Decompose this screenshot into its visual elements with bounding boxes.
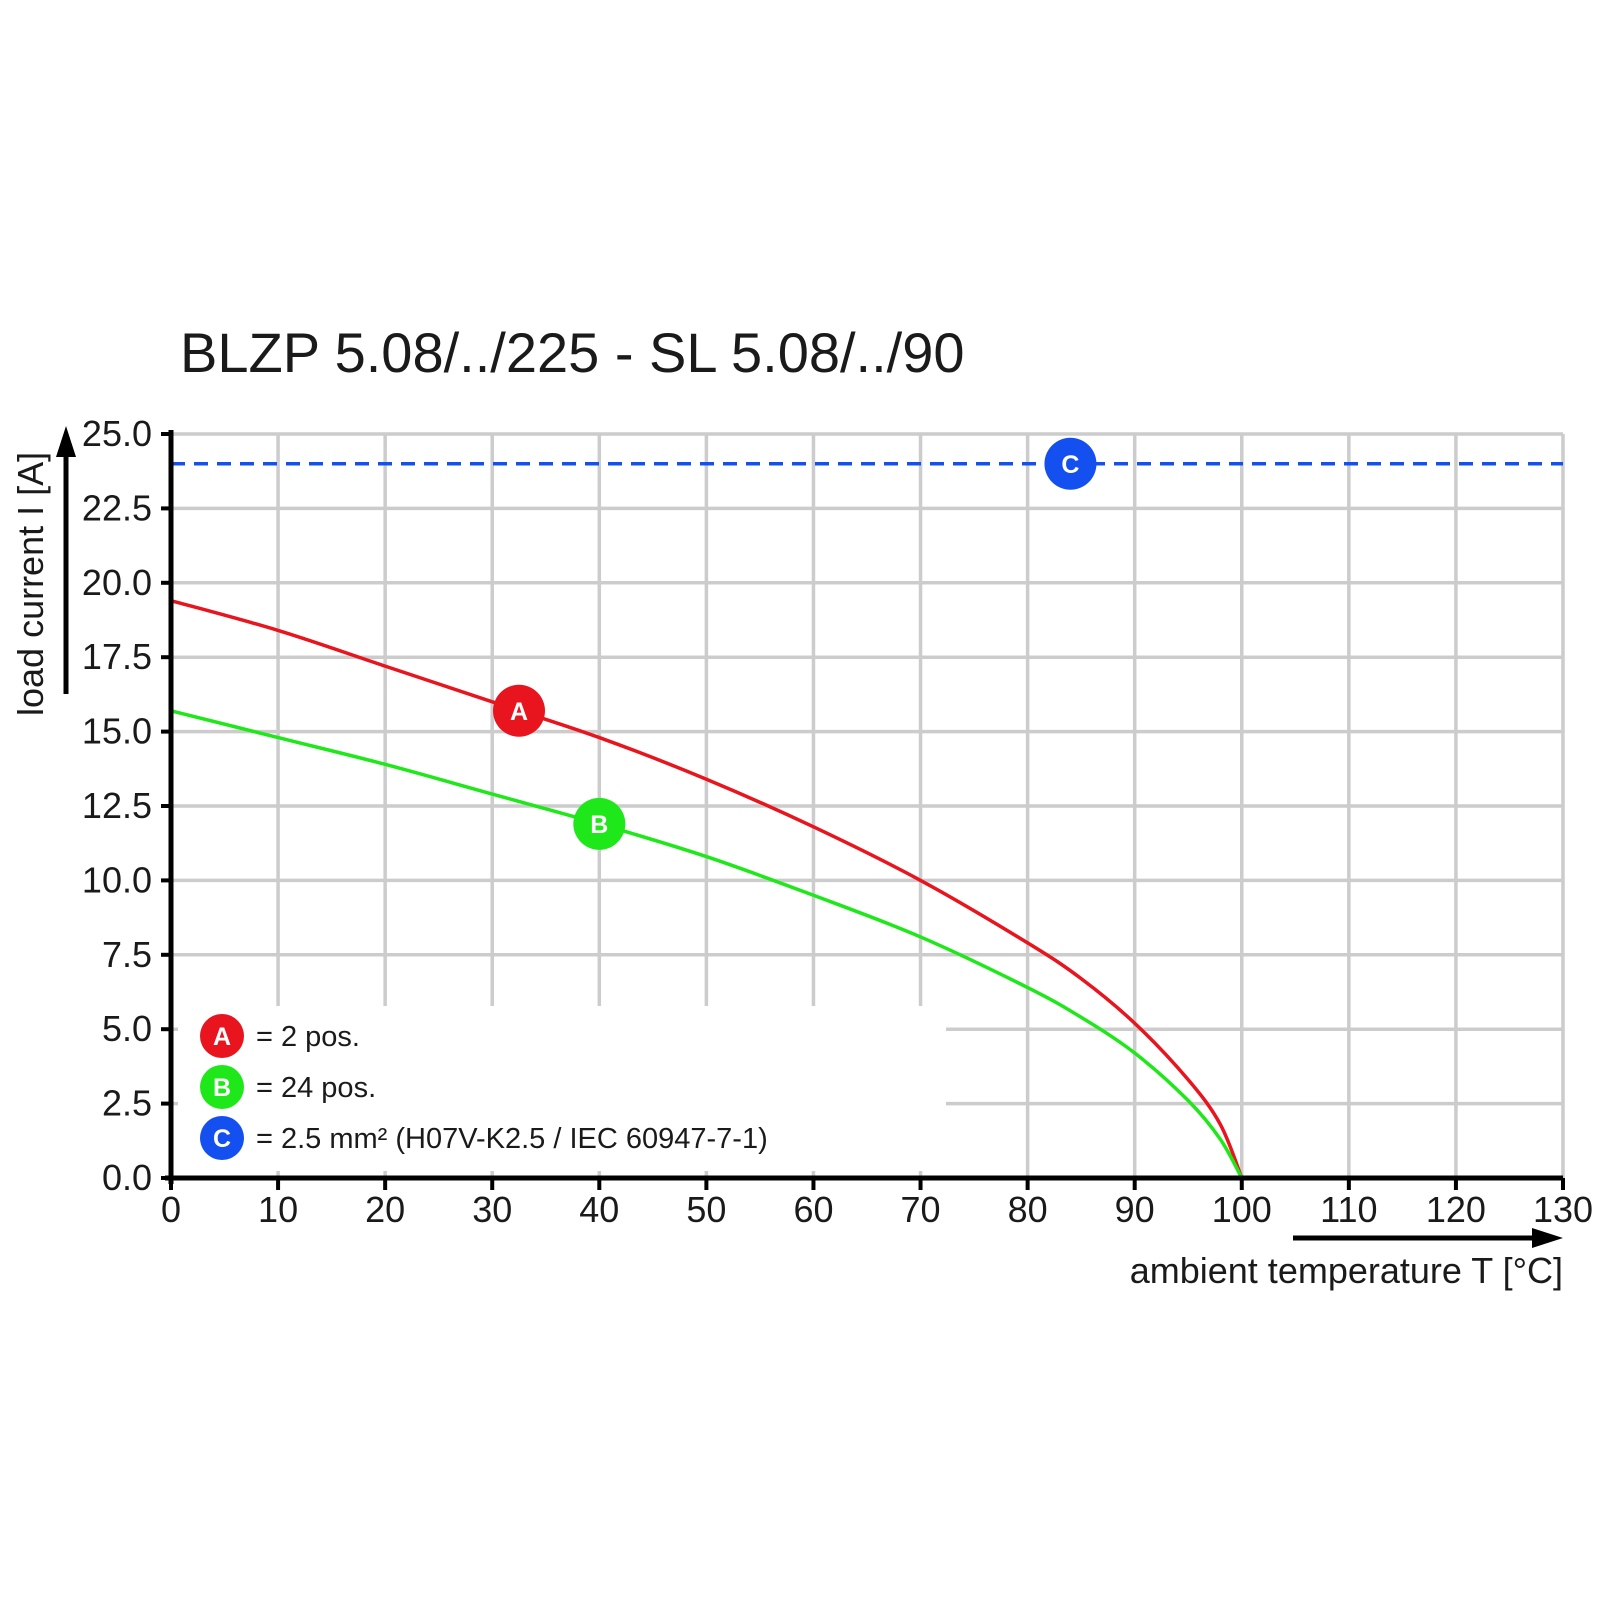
x-tick-label: 110 [1320,1189,1377,1230]
x-tick-label: 90 [1115,1189,1155,1230]
legend-background [178,1006,946,1171]
y-axis-label: load current I [A] [10,452,51,716]
tick-labels: 0 10 20 30 40 50 60 70 80 90 100 110 120 130 0.0 2.5 5.0… [82,413,1593,1230]
legend-badge-a [200,1014,244,1058]
legend-badge-c [200,1116,244,1160]
chart-title: BLZP 5.08/../225 - SL 5.08/../90 [180,321,965,384]
x-tick-label: 10 [258,1189,298,1230]
axes [56,426,1565,1248]
x-tick-label: 60 [793,1189,833,1230]
curve-b [170,709,1244,1179]
x-tick-label: 120 [1426,1189,1486,1230]
legend-badge-label: C [213,1125,231,1153]
y-tick-label: 25.0 [82,413,152,454]
y-tick-label: 2.5 [102,1083,152,1124]
curve-a [170,598,1244,1179]
y-axis-arrow-icon [56,426,76,457]
legend-badge-label: A [213,1023,231,1051]
legend-item-label: = 2 pos. [256,1021,360,1053]
x-axis-label: ambient temperature T [°C] [1130,1250,1563,1291]
marker-c-label: C [1061,451,1079,479]
marker-b-badge [573,797,626,850]
x-tick-label: 20 [365,1189,405,1230]
y-tick-label: 15.0 [82,711,152,752]
legend-badge-b [200,1065,244,1109]
curve-markers: A B C [493,437,1097,850]
y-tick-label: 20.0 [82,562,152,603]
curves [170,462,1563,1179]
marker-c-badge [1044,437,1097,490]
x-tick-label: 100 [1212,1189,1272,1230]
x-tick-label: 30 [472,1189,512,1230]
legend-box [178,1006,946,1171]
x-tick-label: 50 [686,1189,726,1230]
x-tick-label: 80 [1008,1189,1048,1230]
legend: A = 2 pos. B = 24 pos. C = 2.5 mm² (H07V-K2.5… [200,1014,768,1160]
legend-badge-label: B [213,1074,231,1102]
legend-item-label: = 2.5 mm² (H07V-K2.5 / IEC 60947-7-1) [256,1123,768,1155]
marker-a-badge [493,684,545,737]
y-tick-label: 0.0 [102,1157,152,1198]
x-tick-label: 0 [161,1189,181,1230]
y-tick-label: 10.0 [82,859,152,900]
y-tick-label: 5.0 [102,1008,152,1049]
x-tick-label: 130 [1533,1189,1593,1230]
x-tick-label: 70 [901,1189,941,1230]
x-axis-arrow-icon [1532,1228,1563,1248]
marker-a-label: A [510,698,528,726]
legend-item-label: = 24 pos. [256,1072,376,1104]
y-tick-label: 12.5 [82,785,152,826]
y-tick-label: 17.5 [82,636,152,677]
marker-b-label: B [590,811,608,839]
x-tick-label: 40 [579,1189,619,1230]
y-tick-label: 7.5 [102,934,152,975]
y-tick-label: 22.5 [82,487,152,528]
